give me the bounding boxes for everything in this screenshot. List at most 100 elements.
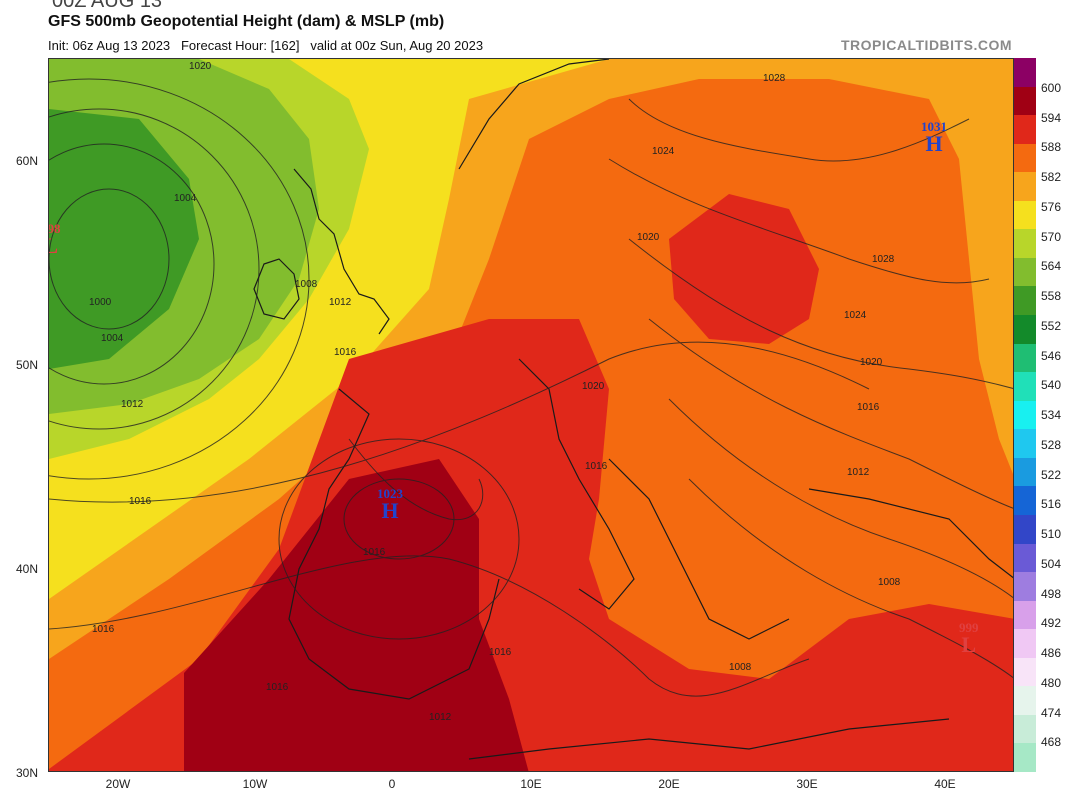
band-588-east — [669, 194, 819, 344]
coast-norway — [458, 59, 610, 170]
low-pressure-east: 999 L — [959, 621, 979, 656]
isobar-label: 1016 — [92, 624, 115, 635]
colorbar-swatch — [1014, 657, 1036, 687]
low-pressure-value: 998 — [48, 221, 61, 236]
colorbar-label: 522 — [1041, 467, 1062, 482]
isobar-label: 1024 — [652, 146, 675, 157]
isobar-label: 1008 — [295, 279, 318, 290]
colorbar-label: 486 — [1041, 646, 1062, 660]
colorbar-label: 504 — [1041, 556, 1062, 571]
chart-subtitle: Init: 06z Aug 13 2023 Forecast Hour: [16… — [48, 38, 484, 53]
isobar-label: 1016 — [266, 682, 289, 693]
colorbar-swatch — [1014, 543, 1036, 573]
colorbar-swatch — [1014, 629, 1036, 659]
lon-label-30e: 30E — [796, 777, 818, 791]
isobar-label: 1016 — [334, 347, 357, 358]
lon-label-40e: 40E — [934, 777, 956, 791]
low-pressure-value: 999 — [959, 620, 979, 635]
colorbar-swatch — [1014, 286, 1036, 316]
high-pressure-marker: H — [925, 131, 943, 156]
colorbar-swatch — [1014, 86, 1036, 116]
isobar-low-4 — [49, 78, 310, 480]
isobar-label: 1020 — [637, 232, 660, 243]
isobar-label: 1016 — [489, 647, 512, 658]
isobar-label: 1020 — [860, 357, 883, 368]
high-pressure-russia: 1031 H — [921, 120, 947, 155]
colorbar-label: 510 — [1041, 527, 1062, 541]
isobar-1012-e — [668, 398, 1013, 599]
low-pressure-west: 998 L — [48, 221, 61, 257]
isobar-1024 — [628, 98, 970, 162]
lon-label-10e: 10E — [520, 777, 542, 791]
coast-balkans — [608, 458, 790, 640]
colorbar-label: 552 — [1041, 318, 1062, 333]
coast-ireland — [253, 258, 300, 320]
coast-africa — [468, 718, 950, 760]
isobar-label: 1016 — [585, 461, 608, 472]
colorbar-swatch — [1014, 714, 1036, 744]
colorbar-label: 516 — [1041, 497, 1062, 512]
coast-italy — [518, 358, 635, 610]
lon-label-20e: 20E — [658, 777, 680, 791]
colorbar-label: 534 — [1041, 408, 1062, 422]
lat-label-50n: 50N — [16, 358, 39, 372]
low-pressure-marker: L — [961, 632, 977, 657]
isobar-label: 1020 — [189, 61, 212, 72]
colorbar-swatch — [1014, 600, 1036, 630]
isobar-label: 1012 — [847, 467, 870, 478]
isobar-label: 1008 — [878, 577, 901, 588]
colorbar-label: 588 — [1041, 140, 1062, 155]
colorbar-swatch — [1014, 457, 1036, 487]
isobar-high-1 — [348, 438, 484, 521]
colorbar-swatch — [1014, 58, 1036, 88]
isobar-label: 1012 — [329, 297, 352, 308]
isobar-low-2 — [49, 143, 215, 385]
colorbar-swatch — [1014, 257, 1036, 287]
isobar-1016-e — [648, 318, 1013, 509]
colorbar-swatch — [1014, 743, 1036, 773]
colorbar-swatch — [1014, 400, 1036, 430]
isobar-label: 1016 — [857, 402, 880, 413]
colorbar-label: 582 — [1041, 170, 1062, 184]
isobar-label: 1004 — [174, 193, 197, 204]
weather-map: 998 L 1023 H 1031 H 999 L 1020 1004 1000… — [48, 58, 1014, 772]
isobar-label: 1004 — [101, 333, 124, 344]
isobar-low-1 — [49, 188, 170, 330]
colorbar-label: 540 — [1041, 378, 1062, 393]
colorbar-label: 480 — [1041, 675, 1062, 690]
colorbar-swatch — [1014, 572, 1036, 602]
isobar-label: 1000 — [89, 297, 112, 308]
coast-britain — [293, 168, 390, 335]
truncated-header: 00Z AUG 13 — [52, 0, 163, 12]
colorbar-swatch — [1014, 229, 1036, 259]
isobar-1028 — [608, 158, 990, 284]
isobar-low-3 — [49, 108, 260, 430]
colorbar-label: 474 — [1041, 705, 1062, 720]
isobar-label: 1016 — [363, 547, 386, 558]
isobar-label: 1012 — [429, 712, 452, 723]
colorbar-swatch — [1014, 143, 1036, 173]
lon-label-10w: 10W — [242, 777, 268, 791]
lon-label-0: 0 — [388, 777, 396, 791]
colorbar-swatch — [1014, 372, 1036, 402]
colorbar-swatch — [1014, 686, 1036, 716]
isobars — [49, 78, 1013, 697]
coast-blacksea — [808, 488, 1013, 579]
colorbar-swatch — [1014, 486, 1036, 516]
isobar-label: 1012 — [121, 399, 144, 410]
isobar-label: 1020 — [582, 381, 605, 392]
isobar-1008-e — [688, 478, 1013, 679]
isobar-label: 1028 — [763, 73, 786, 84]
low-pressure-marker: L — [49, 235, 61, 257]
colorbar-swatch — [1014, 429, 1036, 459]
colorbar-label: 570 — [1041, 229, 1062, 244]
isobar-1016-s — [49, 555, 810, 697]
lat-label-60n: 60N — [16, 154, 39, 168]
coastlines — [253, 59, 1013, 760]
high-pressure-marker: H — [381, 498, 399, 523]
colorbar-label: 576 — [1041, 199, 1062, 214]
colorbar-label: 594 — [1041, 110, 1062, 125]
band-594 — [184, 459, 529, 771]
map-svg — [49, 59, 1013, 771]
colorbar-swatch — [1014, 200, 1036, 230]
